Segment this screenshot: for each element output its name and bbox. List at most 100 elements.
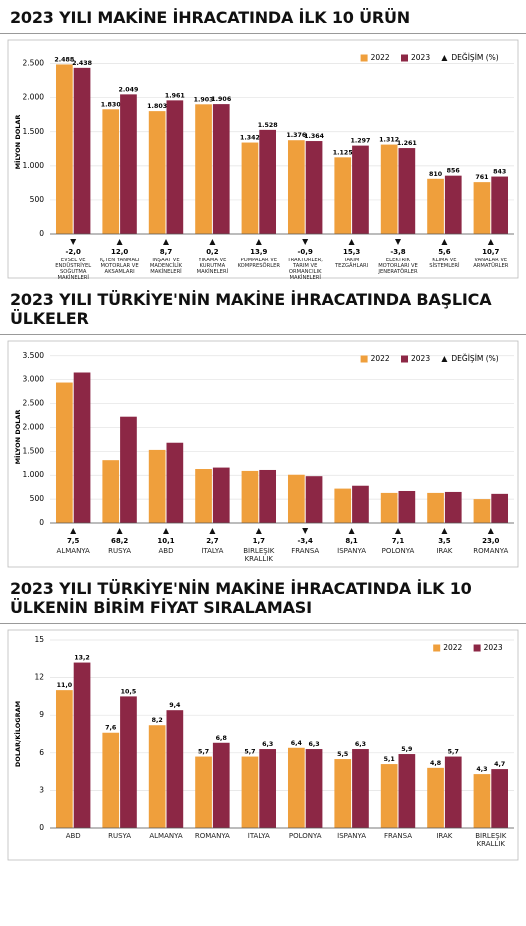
legend-label: 2023 — [411, 53, 430, 62]
x-tick-label-box: ALMANYA — [149, 832, 183, 840]
x-tick-label-box: IRAK — [436, 547, 452, 555]
value-label: 11,0 — [57, 682, 73, 689]
value-label: 1.830 — [101, 101, 122, 108]
x-tick-label-box: İTALYA — [248, 832, 270, 840]
bar — [491, 176, 509, 234]
change-label: 7,1 — [392, 537, 405, 545]
y-tick-label: 3.500 — [23, 351, 45, 360]
bar — [334, 157, 352, 234]
value-label: 1.903 — [194, 96, 214, 103]
value-label: 6,3 — [262, 741, 273, 748]
change-label: -3,8 — [390, 248, 405, 256]
value-label: 2.049 — [118, 86, 138, 93]
bar — [195, 469, 212, 523]
bar — [380, 144, 398, 234]
x-tick-label-box: POLONYA — [382, 547, 415, 555]
bar — [380, 764, 398, 828]
x-tick-label-box: İSPANYA — [337, 547, 366, 555]
change-label: 0,2 — [206, 248, 219, 256]
chart-section: 2023 YILI TÜRKİYE'NİN MAKİNE İHRACATINDA… — [0, 282, 526, 571]
y-tick-label: 1.500 — [23, 446, 45, 455]
x-tick-label-box: ALMANYA — [57, 547, 90, 555]
legend-marker — [441, 356, 448, 362]
bar — [195, 756, 212, 828]
bar — [287, 747, 305, 828]
y-tick-label: 1.000 — [23, 161, 45, 170]
bar — [491, 769, 509, 828]
legend-marker — [441, 55, 448, 61]
change-marker — [209, 528, 216, 534]
legend-label: 2022 — [443, 643, 462, 652]
value-label: 1.261 — [397, 140, 417, 147]
change-label: -2,0 — [66, 248, 81, 256]
change-marker — [487, 239, 494, 245]
bar — [55, 64, 73, 234]
x-tick-label-box: RUSYA — [108, 832, 131, 840]
y-tick-label: 2.500 — [23, 59, 45, 68]
x-tick-label: İNŞAAT VE MADENCİLİK MAKİNELERİ — [149, 258, 183, 275]
change-label: 8,7 — [160, 248, 173, 256]
y-tick-label: 1.500 — [23, 127, 45, 136]
bar — [473, 182, 491, 234]
bar — [102, 109, 120, 234]
value-label: 4,7 — [494, 761, 505, 768]
bar — [73, 662, 91, 828]
chart-section: 2023 YILI MAKİNE İHRACATINDA İLK 10 ÜRÜN… — [0, 0, 526, 282]
value-label: 856 — [447, 168, 461, 175]
x-tick-label: POMPALAR VE KOMPRESÖRLER — [237, 258, 281, 269]
change-label: 10,1 — [157, 537, 174, 545]
x-tick-label-box: ELEKTRİK MOTORLARI VE JENERATÖRLER — [378, 258, 418, 275]
value-label: 810 — [429, 171, 443, 178]
bar — [120, 94, 137, 234]
bar — [55, 382, 73, 523]
bar — [102, 732, 120, 828]
y-tick-label: 0 — [39, 229, 44, 238]
x-tick-label: ROMANYA — [473, 547, 509, 555]
bar — [380, 492, 398, 523]
x-tick-label: ALMANYA — [149, 832, 183, 840]
bar — [102, 460, 120, 523]
value-label: 2.488 — [54, 56, 74, 63]
value-label: 1.803 — [147, 103, 167, 110]
bar — [241, 470, 259, 523]
x-tick-label-box: POMPALAR VE KOMPRESÖRLER — [237, 258, 281, 269]
bar — [212, 742, 230, 828]
change-label: 2,7 — [206, 537, 219, 545]
change-marker — [348, 528, 355, 534]
value-label: 7,6 — [105, 725, 117, 732]
value-label: 1.961 — [165, 92, 185, 99]
value-label: 1.906 — [211, 96, 232, 103]
x-tick-label-box: ABD — [158, 547, 174, 555]
x-tick-label-box: RUSYA — [108, 547, 132, 555]
change-label: 8,1 — [345, 537, 358, 545]
bar — [259, 749, 277, 828]
y-tick-label: 1.000 — [23, 470, 45, 479]
value-label: 10,5 — [121, 688, 137, 695]
x-tick-label: ABD — [158, 547, 174, 555]
change-marker — [116, 239, 123, 245]
y-tick-label: 6 — [39, 748, 44, 757]
x-tick-label-box: İÇTEN YANMALI MOTORLAR VE AKSAMLARI — [100, 258, 140, 275]
bar — [473, 499, 491, 523]
x-tick-label-box: BİRLEŞİK KRALLIK — [243, 547, 275, 564]
bar — [427, 492, 444, 523]
change-label: 10,7 — [482, 248, 499, 256]
x-tick-label-box: TRAKTÖRLER, TARIM VE ORMANCILIK MAKİNELE… — [288, 258, 323, 281]
bar — [352, 485, 369, 523]
x-tick-label: BİRLEŞİK KRALLIK — [243, 547, 275, 564]
bar — [166, 710, 184, 828]
legend-label: DEĞİŞİM (%) — [451, 53, 498, 62]
legend-swatch — [401, 355, 408, 363]
x-tick-label-box: İSPANYA — [337, 832, 366, 840]
bar — [352, 749, 369, 828]
x-tick-label-box: VANALAR VE ARMATÜRLER — [473, 258, 508, 269]
value-label: 9,4 — [169, 702, 181, 709]
x-tick-label: FRANSA — [291, 547, 320, 555]
chart-title: 2023 YILI TÜRKİYE'NİN MAKİNE İHRACATINDA… — [0, 282, 526, 335]
bar — [212, 104, 230, 235]
change-marker — [441, 528, 448, 534]
x-tick-label: FRANSA — [383, 832, 412, 840]
legend-label: 2022 — [371, 354, 390, 363]
bar — [427, 178, 444, 234]
x-tick-label: RUSYA — [108, 547, 132, 555]
